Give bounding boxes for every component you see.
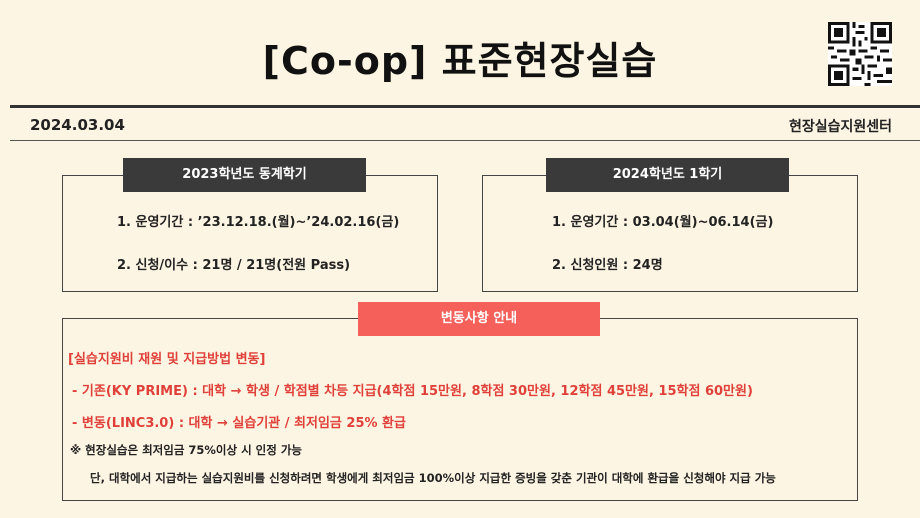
notice-heading: [실습지원비 재원 및 지급방법 변동] xyxy=(68,352,266,367)
notice-note: 단, 대학에서 지급하는 실습지원비를 신청하려면 학생에게 최저임금 100%… xyxy=(90,471,776,485)
left-card-item: 1. 운영기간 : ’23.12.18.(월)~’24.02.16(금) xyxy=(117,215,400,230)
right-card-item: 1. 운영기간 : 03.04(월)~06.14(금) xyxy=(552,215,774,230)
date: 2024.03.04 xyxy=(30,116,125,134)
right-card xyxy=(482,175,858,292)
notice-line: - 기존(KY PRIME) : 대학 → 학생 / 학점별 차등 지급(4학점… xyxy=(72,384,753,399)
header-divider xyxy=(10,105,920,108)
notice-line: - 변동(LINC3.0) : 대학 → 실습기관 / 최저임금 25% 환급 xyxy=(72,416,406,431)
left-card xyxy=(62,175,438,292)
notice-title: 변동사항 안내 xyxy=(358,302,600,336)
left-card-item: 2. 신청/이수 : 21명 / 21명(전원 Pass) xyxy=(117,258,351,273)
left-card-title: 2023학년도 동계학기 xyxy=(123,158,366,192)
qr-code-icon xyxy=(828,22,892,86)
right-card-title: 2024학년도 1학기 xyxy=(546,158,789,192)
subheader-divider xyxy=(10,140,920,141)
organization: 현장실습지원센터 xyxy=(788,119,892,135)
right-card-item: 2. 신청인원 : 24명 xyxy=(552,258,663,273)
page-title: [Co-op] 표준현장실습 xyxy=(262,39,658,83)
notice-note: ※ 현장실습은 최저임금 75%이상 시 인정 가능 xyxy=(70,443,303,457)
